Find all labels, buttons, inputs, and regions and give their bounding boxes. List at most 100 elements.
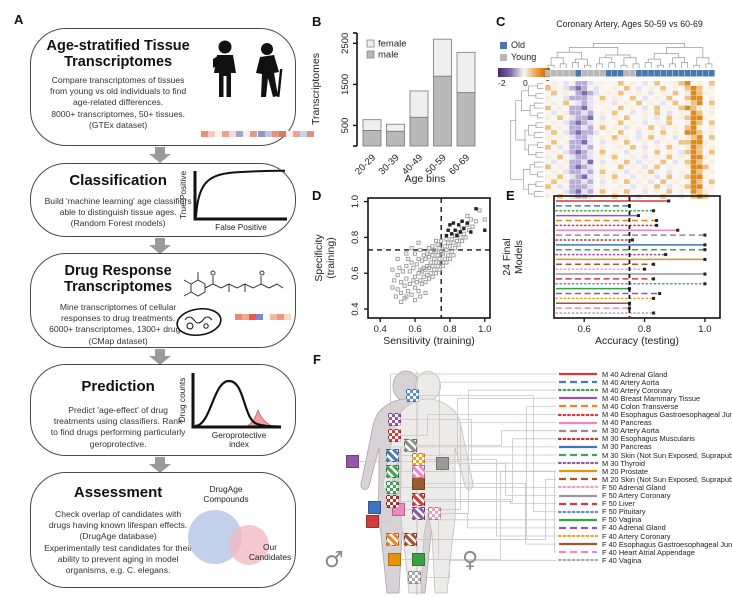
strip-cell bbox=[229, 131, 236, 137]
tissue-legend-label: F 50 Pituitary bbox=[602, 507, 646, 517]
strip-cell bbox=[279, 131, 286, 137]
tissue-legend-item: M 30 Skin (Not Sun Exposed, Suprapubic) bbox=[558, 451, 732, 460]
tissue-square bbox=[368, 501, 381, 514]
tissue-legend-label: F 50 Vagina bbox=[602, 515, 642, 525]
tissue-legend-item: F 40 Vagina bbox=[558, 555, 642, 565]
flow-box-body: Build 'machine learning' age classifiers… bbox=[44, 196, 192, 229]
tissue-square bbox=[412, 507, 425, 520]
tissue-legend-item: M 40 Esophagus Gastroesophageal Junction bbox=[558, 410, 732, 419]
strip-cell bbox=[272, 131, 279, 137]
tissue-legend-item: M 40 Pancreas bbox=[558, 418, 652, 427]
svg-text:0.4: 0.4 bbox=[374, 324, 387, 335]
tissue-legend-item: F 50 Vagina bbox=[558, 515, 642, 525]
svg-text:0.8: 0.8 bbox=[443, 324, 456, 335]
strip-cell bbox=[201, 131, 208, 137]
panel-b-label: B bbox=[312, 14, 322, 29]
flow-arrow-icon bbox=[149, 349, 171, 365]
svg-text:30-39: 30-39 bbox=[377, 152, 402, 177]
svg-text:0.6: 0.6 bbox=[350, 267, 361, 280]
strip-cell bbox=[208, 131, 215, 137]
tissue-legend-label: M 20 Skin (Not Sun Exposed, Suprapubic) bbox=[602, 474, 732, 484]
panel-d-label: D bbox=[312, 188, 322, 203]
strip-cell bbox=[265, 131, 272, 137]
tissue-square bbox=[346, 455, 359, 468]
svg-text:Age bins: Age bins bbox=[405, 173, 446, 185]
tissue-legend-label: M 40 Artery Coronary bbox=[602, 385, 673, 395]
tissue-legend-item: F 40 Artery Coronary bbox=[558, 531, 671, 541]
venn-diagram-icon bbox=[188, 510, 269, 565]
bar-female-50-59 bbox=[433, 38, 452, 77]
svg-text:male: male bbox=[378, 50, 399, 61]
strip-cell bbox=[249, 314, 256, 320]
flow-box-body: Compare transcriptomes of tissues from y… bbox=[50, 75, 187, 130]
bar-female-20-29 bbox=[362, 119, 382, 131]
panel-e-label: E bbox=[506, 188, 515, 203]
strip-cell bbox=[236, 131, 243, 137]
flow-arrow-icon bbox=[149, 238, 171, 254]
tissue-square bbox=[404, 439, 417, 452]
svg-text:female: female bbox=[378, 39, 407, 50]
venn-right-label: Our Candidates bbox=[248, 542, 292, 562]
bar-female-30-39 bbox=[386, 123, 405, 132]
svg-text:(training): (training) bbox=[325, 237, 337, 278]
panel-f-label: F bbox=[313, 352, 321, 367]
distribution-curve-icon: Drug counts Geroprotective index bbox=[177, 373, 281, 449]
strip-cell bbox=[250, 131, 257, 137]
flow-box-body: Check overlap of candidates with drugs h… bbox=[44, 509, 193, 575]
body-map-panel: F M 40 Adrenal Gland M 40 Artery Aorta M 4… bbox=[300, 350, 732, 597]
strip-cell bbox=[286, 131, 293, 137]
tissue-legend-item: M 40 Breast Mammary Tissue bbox=[558, 393, 701, 403]
flow-box-body: Mine transcriptomes of cellular response… bbox=[49, 302, 188, 346]
young-legend-label: Young bbox=[511, 52, 537, 62]
tissue-square bbox=[388, 553, 401, 566]
tissue-legend-item: M 40 Adrenal Gland bbox=[558, 370, 667, 379]
tissue-square bbox=[386, 533, 399, 546]
tissue-square bbox=[388, 429, 401, 442]
tissue-legend-label: M 40 Breast Mammary Tissue bbox=[602, 393, 701, 403]
colorbar-tick: 0 bbox=[523, 78, 528, 88]
svg-text:Specificity: Specificity bbox=[313, 234, 325, 282]
tissue-legend-item: M 40 Artery Coronary bbox=[558, 385, 673, 395]
svg-text:24 Final: 24 Final bbox=[501, 238, 513, 275]
strip-cell bbox=[256, 314, 263, 320]
bar-chart-transcriptomes: 50015002500Transcriptomes20-2930-3940-49… bbox=[310, 32, 476, 185]
tissue-squares-layer bbox=[310, 365, 525, 595]
svg-text:0.4: 0.4 bbox=[350, 302, 361, 315]
tissue-legend-label: F 50 Adrenal Gland bbox=[602, 482, 666, 492]
strip-cell bbox=[235, 314, 242, 320]
tissue-legend-item: M 40 Colon Transverse bbox=[558, 402, 678, 411]
svg-text:0.8: 0.8 bbox=[350, 231, 361, 244]
tissue-legend-label: F 40 Artery Coronary bbox=[602, 531, 671, 541]
bar-male-60-69 bbox=[456, 92, 476, 147]
strip-cell bbox=[258, 131, 265, 137]
flow-box-classification: Classification Build 'machine learning' … bbox=[30, 163, 296, 237]
flow-box-body: Predict 'age-effect' of drug treatments … bbox=[50, 405, 186, 449]
tissue-legend-label: M 30 Esophagus Muscularis bbox=[602, 434, 695, 444]
tissue-legend-item: M 40 Artery Aorta bbox=[558, 378, 659, 387]
strip-cell bbox=[300, 131, 307, 137]
flow-box-age-stratified: Age-stratified Tissue Transcriptomes Com… bbox=[30, 28, 314, 146]
tissue-square bbox=[408, 571, 421, 584]
tissue-legend-label: F 40 Adrenal Gland bbox=[602, 523, 666, 533]
tissue-legend-label: F 40 Heart Atrial Appendage bbox=[602, 547, 695, 557]
old-legend-label: Old bbox=[511, 40, 526, 50]
male-symbol: ♂ bbox=[324, 548, 344, 573]
tissue-square bbox=[386, 481, 399, 494]
old-legend-swatch bbox=[500, 41, 507, 49]
tissue-square bbox=[412, 465, 425, 478]
strip-cell bbox=[293, 131, 300, 137]
svg-text:True Positive: True Positive bbox=[178, 171, 188, 219]
tissue-square bbox=[428, 507, 441, 520]
tissue-legend-label: M 30 Pancreas bbox=[602, 442, 652, 452]
bar-male-50-59 bbox=[433, 75, 452, 147]
svg-text:Models: Models bbox=[513, 240, 525, 274]
heatmap-colorbar bbox=[498, 68, 550, 77]
tissue-legend-item: F 50 Artery Coronary bbox=[558, 491, 671, 500]
tissue-legend-item: F 40 Heart Atrial Appendage bbox=[558, 547, 695, 557]
strip-cell bbox=[222, 131, 229, 137]
strip-cell bbox=[307, 131, 314, 137]
accuracy-models-chart: 0.6 0.8 1.0 Accuracy (testing) 24 Final Model… bbox=[501, 195, 721, 347]
tissue-legend-label: M 30 Thyroid bbox=[602, 458, 645, 468]
tissue-legend-label: F 40 Vagina bbox=[602, 555, 642, 565]
bar-female-40-49 bbox=[409, 90, 429, 118]
